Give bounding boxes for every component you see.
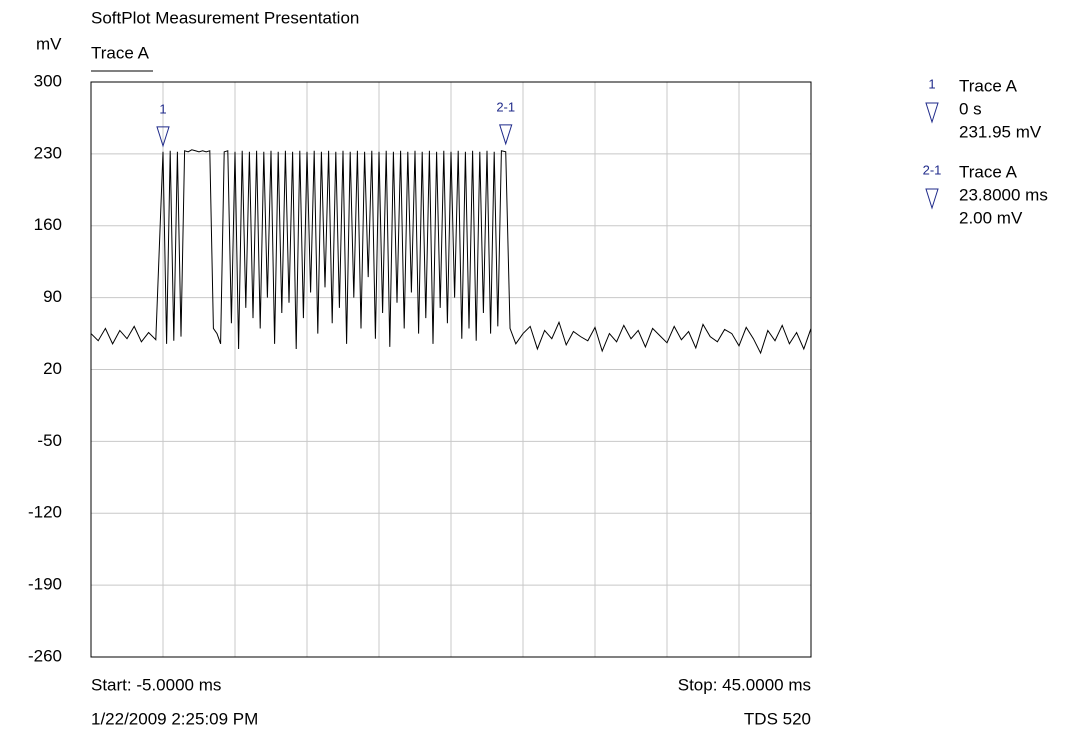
y-tick-label: 230 <box>34 143 62 162</box>
instrument: TDS 520 <box>744 709 811 728</box>
legend-triangle <box>925 102 939 124</box>
trace-line <box>90 149 812 355</box>
legend-marker-label: 2-1 <box>923 162 942 177</box>
legend-trace: Trace A <box>959 76 1018 95</box>
y-tick-label: 20 <box>43 359 62 378</box>
trace-label: Trace A <box>91 43 150 62</box>
y-tick-label: 90 <box>43 287 62 306</box>
legend-x-readout: 23.8000 ms <box>959 185 1048 204</box>
marker-label: 1 <box>159 101 166 116</box>
start-label: Start: -5.0000 ms <box>91 675 221 694</box>
marker-label: 2-1 <box>496 99 515 114</box>
y-tick-label: 160 <box>34 215 62 234</box>
legend-triangle <box>925 188 939 210</box>
y-tick-label: -50 <box>37 431 62 450</box>
legend-y-readout: 2.00 mV <box>959 208 1023 227</box>
y-unit: mV <box>36 34 62 53</box>
y-tick-label: -190 <box>28 575 62 594</box>
legend-x-readout: 0 s <box>959 99 982 118</box>
legend-trace: Trace A <box>959 162 1018 181</box>
timestamp: 1/22/2009 2:25:09 PM <box>91 709 258 728</box>
y-tick-label: -260 <box>28 646 62 665</box>
marker-triangle <box>156 126 170 148</box>
legend-marker-label: 1 <box>928 76 935 91</box>
y-tick-label: 300 <box>34 71 62 90</box>
y-tick-label: -120 <box>28 503 62 522</box>
marker-triangle <box>499 124 513 146</box>
chart-title: SoftPlot Measurement Presentation <box>91 8 359 27</box>
stop-label: Stop: 45.0000 ms <box>678 675 811 694</box>
legend-y-readout: 231.95 mV <box>959 122 1042 141</box>
plot-frame <box>90 81 812 658</box>
